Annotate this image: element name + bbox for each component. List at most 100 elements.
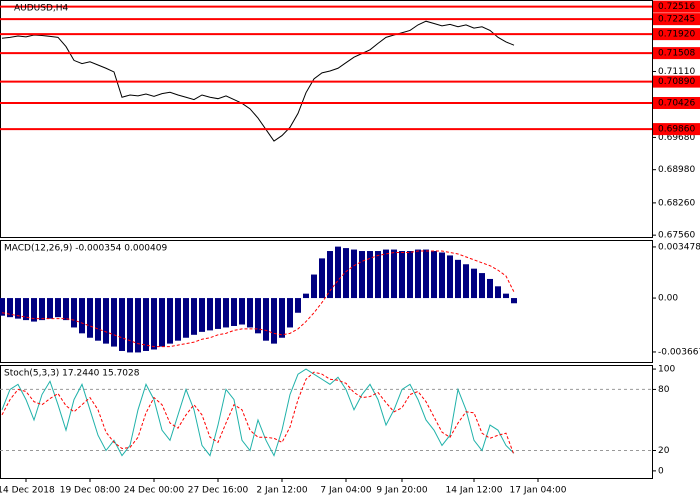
histogram-bar bbox=[31, 298, 37, 322]
y-tick-label: 0.69680 bbox=[658, 133, 695, 143]
histogram-bar bbox=[7, 298, 13, 318]
level-label-box bbox=[653, 123, 700, 136]
histogram-bar bbox=[39, 298, 45, 321]
histogram-bar bbox=[63, 298, 69, 321]
panel-title: MACD(12,26,9) -0.000354 0.000409 bbox=[4, 244, 167, 254]
histogram-bar bbox=[255, 298, 261, 334]
price-line bbox=[1, 368, 515, 457]
histogram-bar bbox=[55, 298, 61, 318]
histogram-bar bbox=[159, 298, 165, 347]
y-tick-label: 80 bbox=[658, 385, 670, 395]
level-label: 0.71920 bbox=[658, 30, 695, 40]
level-label: 0.70890 bbox=[658, 77, 695, 87]
panel-frame bbox=[0, 0, 653, 238]
histogram-bar bbox=[391, 249, 397, 299]
histogram-bar bbox=[271, 298, 277, 344]
y-tick-label: 0.68260 bbox=[658, 198, 695, 208]
histogram-bar bbox=[287, 298, 293, 328]
y-tick-label: 0.68980 bbox=[658, 165, 695, 175]
histogram-bar bbox=[375, 251, 381, 299]
histogram-bar bbox=[351, 249, 357, 299]
histogram-bar bbox=[23, 298, 29, 321]
x-tick-label: 9 Jan 20:00 bbox=[376, 486, 428, 496]
histogram-bar bbox=[47, 298, 53, 319]
price-line bbox=[1, 20, 515, 142]
histogram-bar bbox=[239, 298, 245, 325]
histogram-bar bbox=[439, 252, 445, 299]
panel-frame bbox=[0, 365, 653, 479]
level-label-box bbox=[653, 13, 700, 26]
x-tick-label: 2 Jan 12:00 bbox=[256, 486, 308, 496]
histogram-bar bbox=[207, 298, 213, 331]
histogram-bar bbox=[415, 249, 421, 299]
histogram-bar bbox=[311, 274, 317, 299]
x-tick-label: 14 Jan 12:00 bbox=[446, 486, 503, 496]
histogram-bar bbox=[423, 249, 429, 299]
histogram-bar bbox=[231, 298, 237, 326]
x-tick-label: 14 Dec 2018 bbox=[0, 486, 55, 496]
histogram-bar bbox=[167, 298, 173, 344]
histogram-bar bbox=[319, 258, 325, 299]
histogram-bar bbox=[95, 298, 101, 341]
histogram-bar bbox=[471, 268, 477, 299]
level-label-box bbox=[653, 0, 700, 13]
panel-title: AUDUSD,H4 bbox=[14, 4, 69, 14]
histogram-bar bbox=[0, 298, 5, 316]
level-label-box bbox=[653, 75, 700, 88]
y-tick-label: 100 bbox=[658, 365, 675, 375]
x-tick-label: 19 Dec 08:00 bbox=[60, 486, 121, 496]
level-label: 0.71508 bbox=[658, 49, 695, 59]
histogram-bar bbox=[223, 298, 229, 328]
level-label-box bbox=[653, 97, 700, 110]
histogram-bar bbox=[143, 298, 149, 351]
histogram-bar bbox=[199, 298, 205, 332]
x-tick-label: 17 Jan 04:00 bbox=[510, 486, 567, 496]
histogram-bar bbox=[135, 298, 141, 353]
level-label: 0.72245 bbox=[658, 15, 695, 25]
histogram-bar bbox=[495, 286, 501, 299]
histogram-bar bbox=[343, 248, 349, 299]
histogram-bar bbox=[79, 298, 85, 334]
histogram-bar bbox=[191, 298, 197, 335]
x-tick-label: 7 Jan 04:00 bbox=[320, 486, 372, 496]
histogram-bar bbox=[215, 298, 221, 329]
histogram-bar bbox=[447, 255, 453, 299]
histogram-bar bbox=[399, 251, 405, 299]
histogram-bar bbox=[327, 251, 333, 299]
histogram-bar bbox=[119, 298, 125, 351]
signal-line bbox=[1, 250, 515, 348]
x-tick-label: 24 Dec 00:00 bbox=[124, 486, 185, 496]
histogram-bar bbox=[71, 298, 77, 328]
histogram-bar bbox=[183, 298, 189, 338]
histogram-bar bbox=[455, 259, 461, 299]
histogram-bar bbox=[263, 298, 269, 341]
level-label-box bbox=[653, 28, 700, 41]
histogram-bar bbox=[87, 298, 93, 338]
histogram-bar bbox=[247, 298, 253, 328]
histogram-bar bbox=[127, 298, 133, 353]
histogram-bar bbox=[367, 251, 373, 299]
histogram-bar bbox=[479, 273, 485, 299]
y-tick-label: 0.71110 bbox=[658, 67, 695, 77]
histogram-bar bbox=[431, 251, 437, 299]
histogram-bar bbox=[335, 246, 341, 299]
y-tick-label: 0.00 bbox=[658, 294, 678, 304]
level-label-box bbox=[653, 47, 700, 60]
x-tick-label: 27 Dec 16:00 bbox=[188, 486, 249, 496]
histogram-bar bbox=[407, 251, 413, 299]
y-tick-label: 0 bbox=[658, 466, 664, 476]
histogram-bar bbox=[383, 249, 389, 299]
histogram-bar bbox=[511, 298, 517, 304]
panel-title: Stoch(5,3,3) 17.2440 15.7028 bbox=[4, 369, 140, 379]
histogram-bar bbox=[487, 278, 493, 299]
histogram-bar bbox=[463, 264, 469, 299]
y-tick-label: 0.003478 bbox=[658, 242, 700, 252]
level-label: 0.70426 bbox=[658, 99, 695, 109]
histogram-bar bbox=[279, 298, 285, 338]
histogram-bar bbox=[359, 251, 365, 299]
histogram-bar bbox=[151, 298, 157, 350]
y-tick-label: 20 bbox=[658, 446, 670, 456]
histogram-bar bbox=[15, 298, 21, 319]
